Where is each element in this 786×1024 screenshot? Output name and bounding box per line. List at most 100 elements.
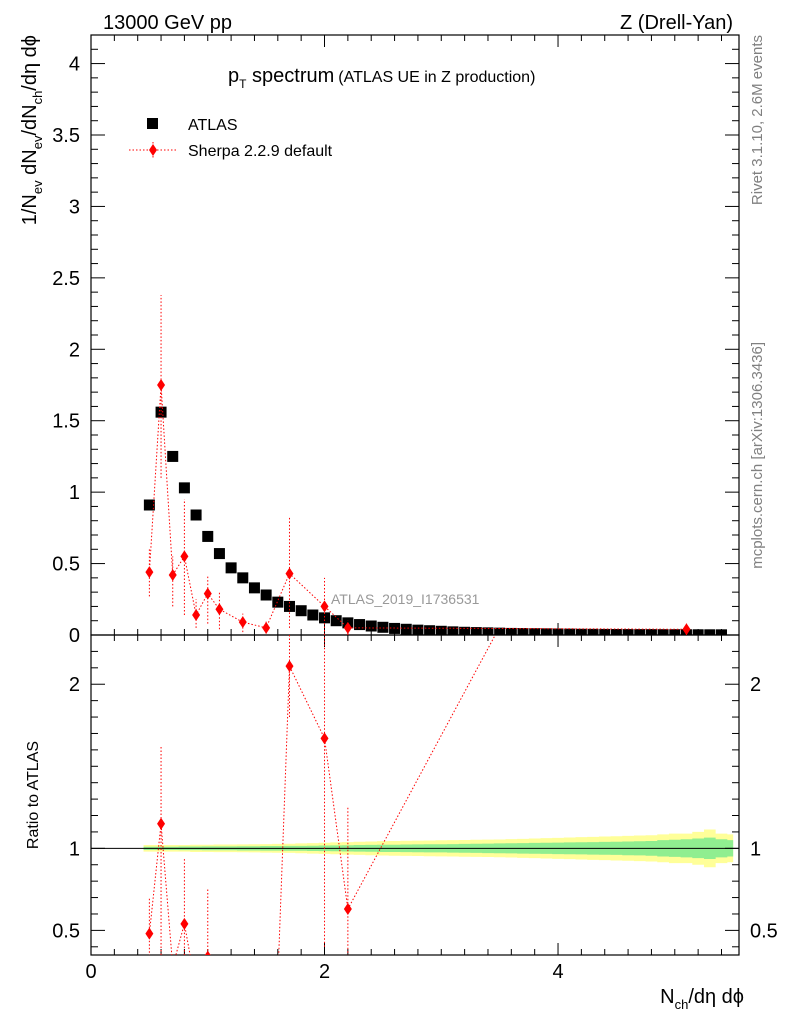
x-axis-label: Nch​/dη dϕ (660, 986, 744, 1012)
ratio-plot-data (145, 635, 496, 955)
rivet-label: Rivet 3.1.10, 2.6M events (749, 35, 766, 205)
atlas-point (564, 628, 576, 635)
plot-title: pT spectrum (ATLAS UE in Z production) (228, 65, 535, 91)
atlas-point (704, 629, 716, 635)
plot-title-sub: T (239, 77, 247, 91)
y-tick-label: 3.5 (52, 125, 80, 147)
process-label: Z (Drell-Yan) (620, 12, 733, 34)
plot-title-main: p (228, 65, 239, 87)
atlas-point (634, 629, 646, 635)
atlas-point (494, 627, 506, 635)
x-tick-label: 0 (85, 961, 96, 983)
label-part: dN (19, 149, 41, 180)
label-part: ch (675, 997, 689, 1012)
atlas-point (319, 612, 331, 624)
ratio-y-tick-label-right: 0.5 (750, 920, 778, 942)
atlas-point (143, 499, 155, 511)
sherpa-point (682, 623, 691, 635)
axis-ticks (90, 34, 739, 955)
legend: ATLAS Sherpa 2.2.9 default (129, 117, 333, 160)
atlas-point (202, 530, 214, 542)
plot-title-note: (ATLAS UE in Z production) (338, 69, 535, 86)
atlas-point (435, 625, 447, 635)
sherpa-point (168, 569, 177, 581)
atlas-point (248, 582, 260, 594)
ratio-sherpa-line (148, 635, 496, 955)
label-part: /dη dϕ (19, 35, 41, 91)
atlas-point (178, 482, 190, 494)
atlas-point (587, 628, 599, 635)
atlas-point (225, 562, 237, 574)
legend-marker-sherpa (149, 144, 157, 156)
y-tick-label: 1.5 (52, 411, 80, 433)
label-part: ev (30, 135, 45, 149)
sherpa-point (262, 621, 271, 634)
ratio-sherpa-point (285, 660, 294, 673)
ratio-sherpa-point (320, 732, 329, 745)
sherpa-point (145, 566, 154, 579)
atlas-point (645, 629, 657, 635)
atlas-point (505, 627, 517, 635)
atlas-point (330, 615, 342, 627)
axis-tick-labels: 0 2 400.511.522.533.540.5 0.51 12 2 (52, 54, 778, 983)
atlas-point (237, 572, 249, 584)
analysis-label: ATLAS_2019_I1736531 (331, 591, 480, 607)
y-tick-label: 2.5 (52, 268, 80, 290)
sherpa-point (343, 621, 352, 634)
y-tick-label: 1 (69, 482, 80, 504)
atlas-point (657, 629, 669, 635)
atlas-point (575, 628, 587, 635)
atlas-point (354, 619, 366, 631)
atlas-point (412, 624, 424, 635)
main-plot-data (143, 295, 727, 635)
ratio-y-axis-label: Ratio to ATLAS (25, 741, 42, 849)
sherpa-point (203, 587, 212, 600)
ratio-y-tick-label: 0.5 (52, 920, 80, 942)
atlas-point (400, 623, 412, 635)
atlas-point (272, 596, 284, 608)
label-part: /dη dϕ (688, 986, 744, 1008)
atlas-point (295, 605, 307, 617)
label-part: 1/N (19, 194, 41, 225)
atlas-point (622, 629, 634, 635)
ratio-sherpa-point (145, 927, 154, 940)
atlas-point (610, 629, 622, 635)
atlas-point (447, 626, 459, 635)
sherpa-point (157, 379, 166, 391)
sherpa-point (180, 550, 189, 563)
sherpa-point (192, 609, 201, 621)
label-part: N (660, 986, 674, 1008)
label-part: ch (30, 91, 45, 105)
atlas-point (715, 629, 727, 635)
atlas-point (692, 629, 704, 635)
energy-label: 13000 GeV pp (103, 12, 232, 34)
atlas-point (540, 628, 552, 635)
atlas-point (529, 628, 541, 635)
ratio-sherpa-point (157, 817, 166, 830)
legend-label-sherpa: Sherpa 2.2.9 default (188, 143, 333, 160)
y-tick-label: 3 (69, 196, 80, 218)
sherpa-point (320, 600, 329, 613)
legend-marker-atlas (147, 118, 158, 129)
atlas-point (470, 627, 482, 635)
ratio-sherpa-point (343, 903, 352, 916)
atlas-point (190, 509, 202, 521)
ratio-frame (90, 634, 740, 956)
atlas-point (517, 628, 529, 635)
atlas-point (365, 620, 377, 632)
atlas-point (669, 629, 681, 635)
ratio-y-tick-label-right: 2 (750, 674, 761, 696)
ratio-y-tick-label: 2 (69, 674, 80, 696)
atlas-point (155, 406, 167, 418)
atlas-point (307, 609, 319, 621)
y-tick-label: 2 (69, 339, 80, 361)
x-tick-label: 2 (319, 961, 330, 983)
atlas-point (424, 625, 436, 635)
sherpa-point (285, 567, 294, 580)
sherpa-point (215, 603, 224, 616)
y-tick-label: 0 (69, 625, 80, 647)
atlas-point (599, 628, 611, 635)
ratio-sherpa-point (180, 917, 189, 930)
plot-title-tail: spectrum (246, 65, 334, 87)
